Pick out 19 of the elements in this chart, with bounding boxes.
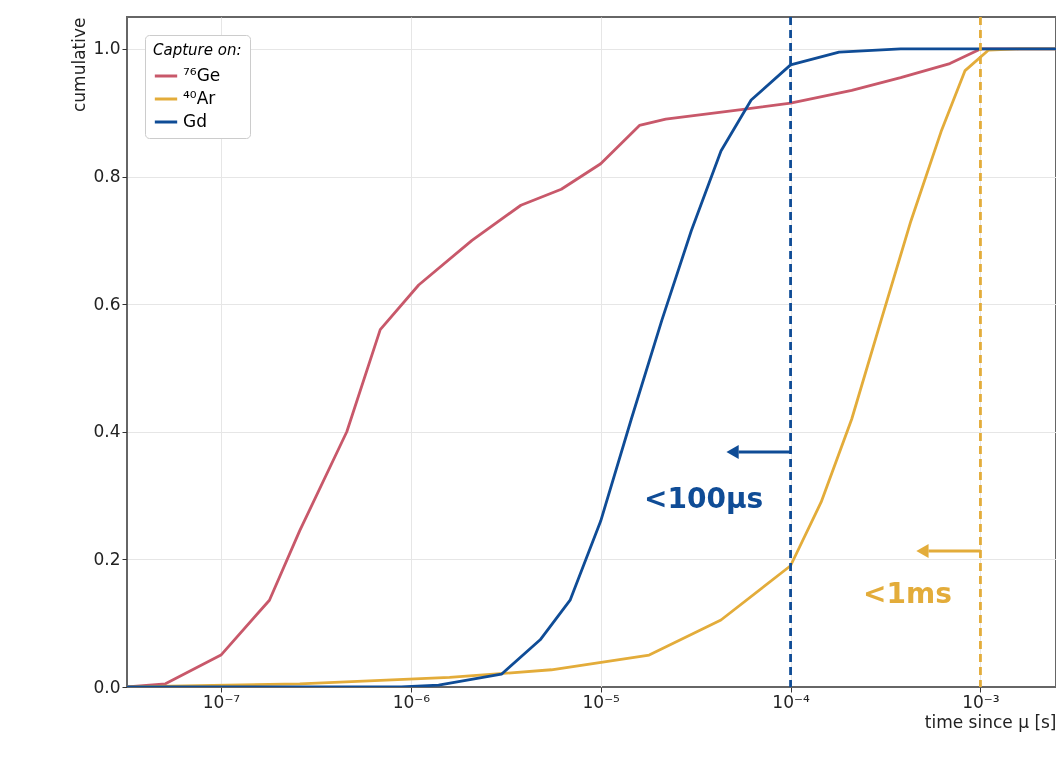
x-tick-label: 10⁻⁷ [202,691,241,712]
y-tick-label: 0.2 [93,548,121,569]
y-tick-label: 1.0 [93,38,121,59]
legend-label: ⁴⁰Ar [183,88,216,108]
y-axis-title: cumulative [69,17,90,113]
x-tick-label: 10⁻⁵ [582,691,620,712]
y-tick-label: 0.4 [93,421,121,442]
annotation: <1ms [863,577,952,610]
legend-label: ⁷⁶Ge [183,65,221,85]
y-tick-label: 0.6 [93,293,121,314]
y-tick-label: 0.8 [93,166,121,187]
x-axis-title: time since μ [s] [924,711,1056,732]
x-tick-label: 10⁻³ [962,691,1000,712]
y-tick-label: 0.0 [93,676,121,697]
legend-label: Gd [183,111,207,131]
annotation: <100μs [643,482,764,515]
x-tick-label: 10⁻⁴ [772,691,810,712]
legend-title: Capture on: [153,41,242,59]
x-tick-label: 10⁻⁶ [392,691,431,712]
